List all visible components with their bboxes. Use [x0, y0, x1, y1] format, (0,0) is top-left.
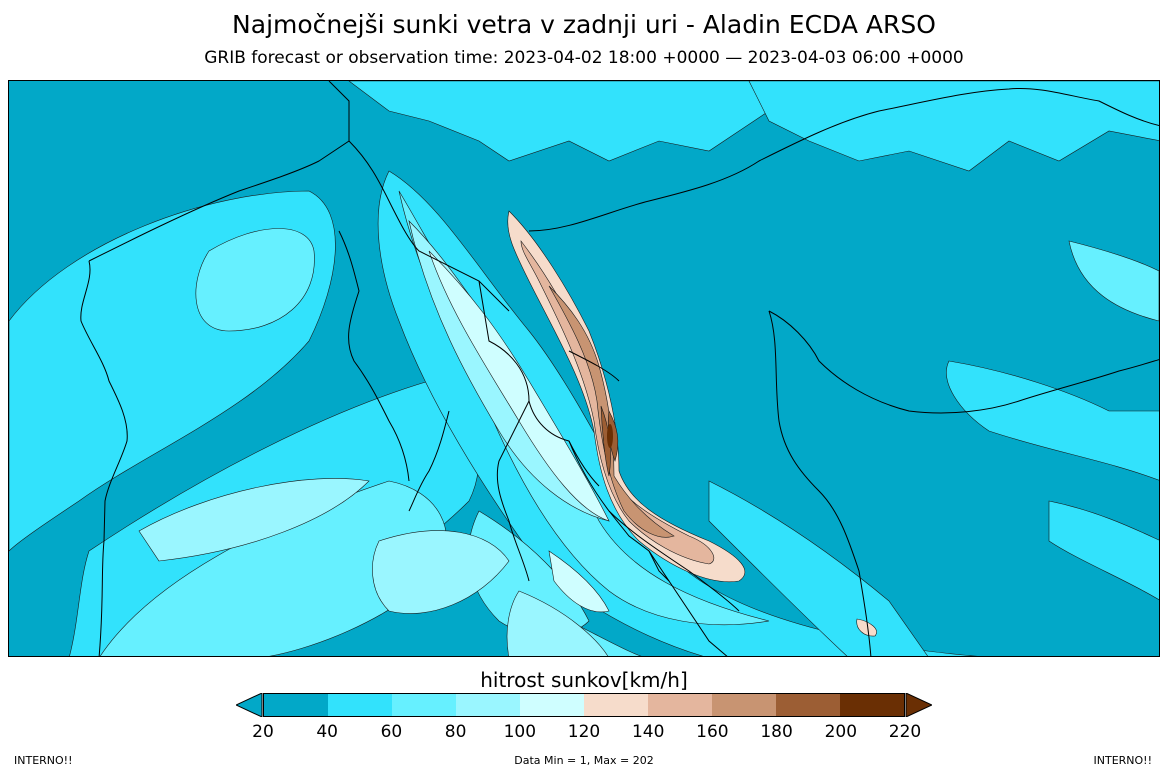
colorbar-under-arrow [236, 693, 263, 717]
gust-zone-100-120 [428, 250, 610, 613]
colorbar-tick-label: 120 [567, 722, 601, 742]
gust-zone-160-180 [548, 285, 675, 538]
colorbar-tick-label: 60 [380, 722, 403, 742]
colorbar-over-arrow [905, 693, 932, 717]
colorbar-tick-label: 180 [760, 722, 793, 742]
gust-zone-120-140 [507, 210, 877, 637]
colorbar-tick-label: 160 [696, 722, 729, 742]
colorbar-segment [840, 694, 904, 716]
colorbar-segment [456, 694, 520, 716]
colorbar-ticks: 20 40 60 80 100 120 140 160 180 200 220 [0, 722, 1168, 744]
colorbar-segment [776, 694, 840, 716]
colorbar-tick-label: 20 [252, 722, 274, 742]
footer-right: INTERNO!! [1093, 754, 1153, 767]
wind-gust-map [8, 80, 1160, 657]
colorbar-tick-label: 200 [824, 722, 858, 742]
colorbar-tick-label: 100 [503, 722, 537, 742]
gust-zone-180-200 [600, 405, 619, 477]
colorbar-tick-label: 140 [631, 722, 665, 742]
colorbar-segment [712, 694, 776, 716]
colorbar-segment [520, 694, 584, 716]
map-title: Najmočnejši sunki vetra v zadnji uri - A… [232, 10, 936, 39]
gust-zone-200-220 [607, 424, 613, 448]
colorbar-segment [648, 694, 712, 716]
coastlines-borders [80, 81, 1159, 656]
colorbar-tick-label: 40 [316, 722, 339, 742]
footer-left: INTERNO!! [14, 754, 73, 767]
colorbar [263, 693, 905, 717]
colorbar-segment [328, 694, 392, 716]
colorbar-segment [264, 694, 328, 716]
colorbar-tick-label: 80 [444, 722, 467, 742]
colorbar-segment [584, 694, 648, 716]
colorbar-tick-label: 220 [888, 722, 922, 742]
map-subtitle: GRIB forecast or observation time: 2023-… [204, 48, 964, 68]
footer-center: Data Min = 1, Max = 202 [514, 754, 654, 767]
colorbar-segment [392, 694, 456, 716]
colorbar-title: hitrost sunkov[km/h] [480, 668, 688, 692]
